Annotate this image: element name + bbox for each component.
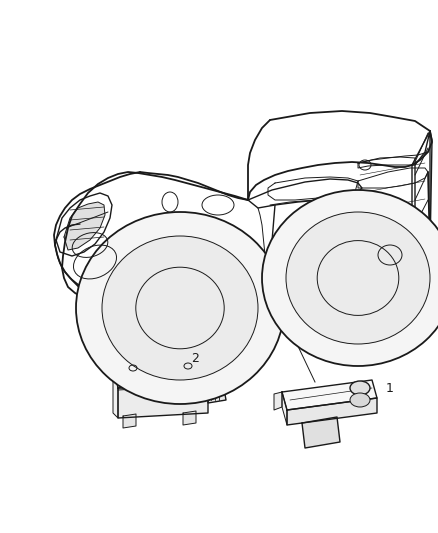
Polygon shape	[282, 392, 287, 425]
Ellipse shape	[350, 393, 370, 407]
Text: 2: 2	[191, 351, 199, 365]
Polygon shape	[274, 392, 282, 410]
Text: 1: 1	[386, 382, 394, 394]
Ellipse shape	[286, 212, 430, 344]
Polygon shape	[118, 383, 208, 418]
Ellipse shape	[262, 190, 438, 366]
Polygon shape	[113, 358, 208, 388]
Polygon shape	[208, 383, 226, 403]
Polygon shape	[123, 414, 136, 428]
Polygon shape	[64, 202, 105, 250]
Ellipse shape	[76, 212, 284, 404]
Polygon shape	[302, 417, 340, 448]
Polygon shape	[287, 398, 377, 425]
Ellipse shape	[102, 236, 258, 380]
Ellipse shape	[350, 381, 370, 395]
Polygon shape	[183, 411, 196, 425]
Polygon shape	[113, 363, 118, 418]
Polygon shape	[282, 380, 377, 410]
